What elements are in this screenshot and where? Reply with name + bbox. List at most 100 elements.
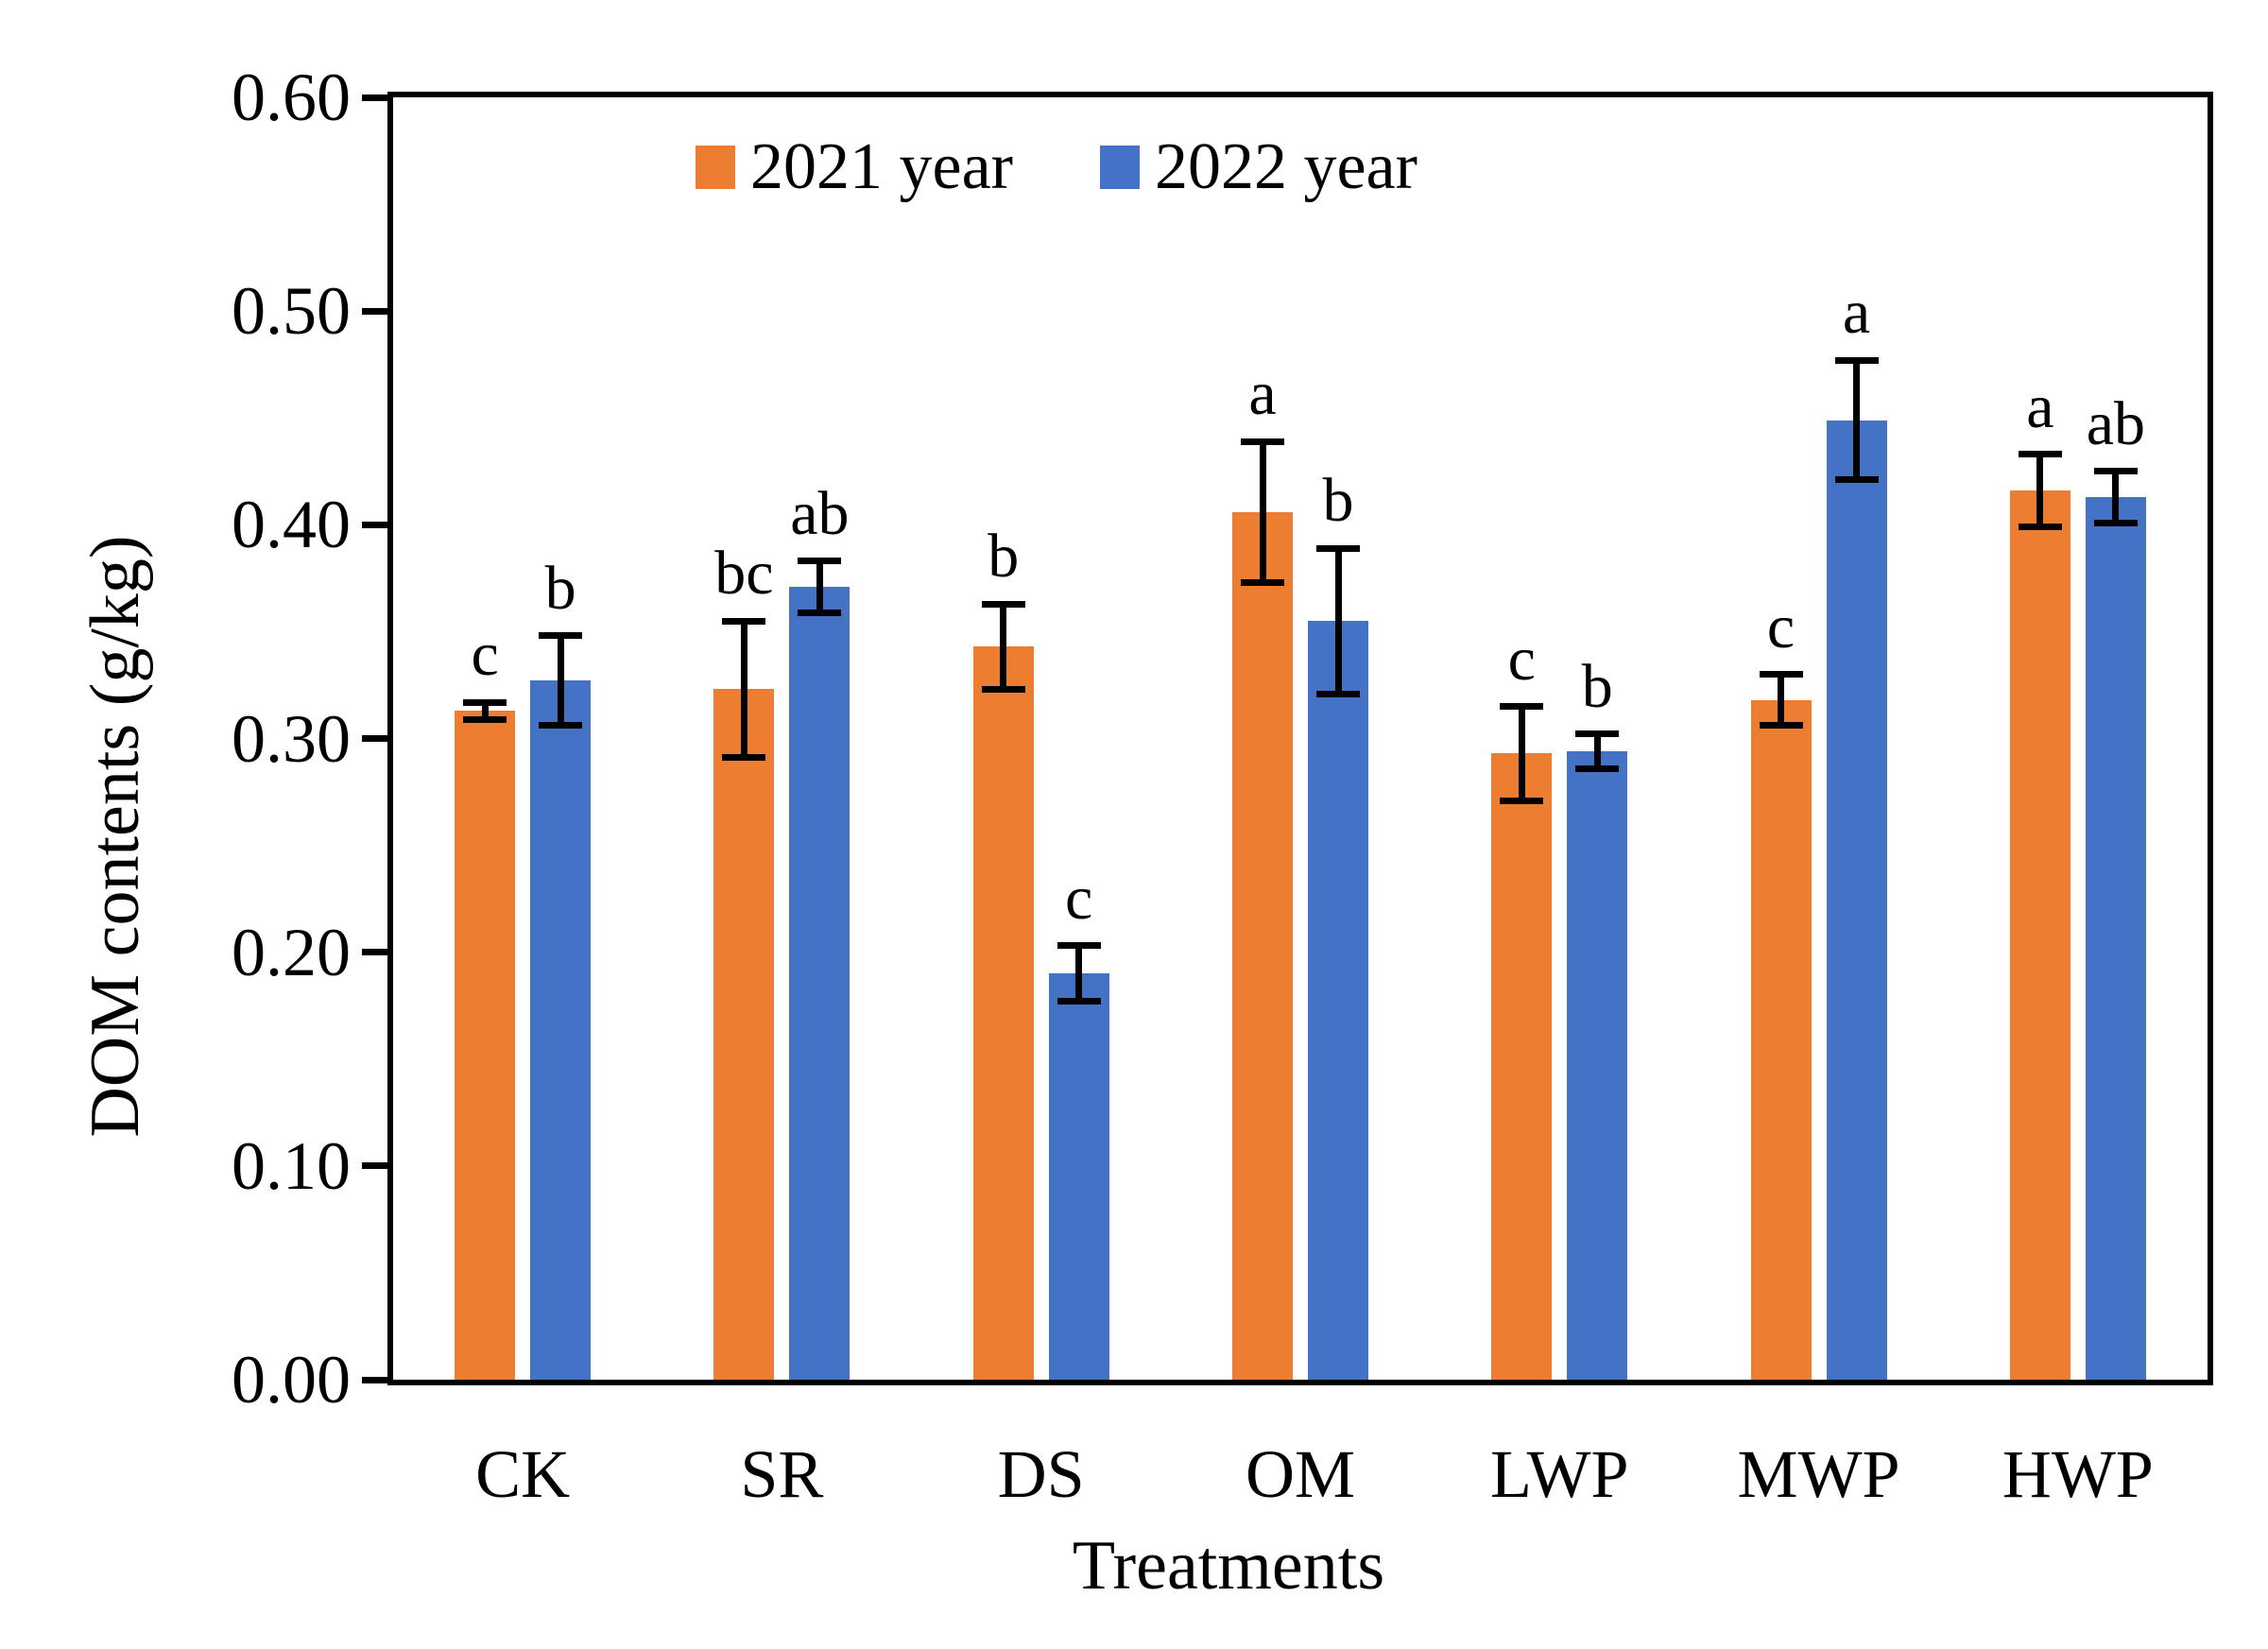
- x-category-label-HWP: HWP: [2002, 1436, 2154, 1512]
- error-bar-2022-MWP: [1853, 360, 1861, 480]
- x-category-label-DS: DS: [997, 1436, 1085, 1512]
- sig-letter-2021-SR: bc: [714, 539, 774, 609]
- error-cap-bottom-2021-MWP: [1759, 722, 1803, 730]
- error-bar-2022-CK: [557, 635, 564, 726]
- error-bar-2021-CK: [481, 702, 489, 720]
- error-bar-2022-OM: [1334, 548, 1342, 694]
- error-bar-2021-LWP: [1518, 706, 1525, 801]
- bar-2021-MWP: [1750, 699, 1812, 1380]
- legend-item-2021: 2021 year: [696, 131, 1013, 203]
- error-cap-top-2022-CK: [539, 632, 583, 640]
- bar-2022-MWP: [1826, 420, 1887, 1380]
- bar-2021-CK: [455, 711, 516, 1380]
- error-cap-bottom-2021-DS: [981, 685, 1025, 693]
- error-bar-2022-DS: [1075, 945, 1083, 1002]
- error-bar-2021-MWP: [1778, 674, 1785, 726]
- sig-letter-2022-HWP: ab: [2086, 388, 2145, 458]
- sig-letter-2021-LWP: c: [1507, 624, 1536, 694]
- bar-2021-SR: [713, 689, 775, 1380]
- bar-2022-HWP: [2085, 496, 2146, 1380]
- legend-label-2022: 2022 year: [1154, 130, 1418, 203]
- bar-2021-DS: [972, 646, 1034, 1380]
- sig-letter-2021-OM: a: [1248, 359, 1277, 429]
- error-bar-2022-LWP: [1593, 733, 1601, 769]
- error-cap-bottom-2022-LWP: [1575, 764, 1620, 772]
- error-cap-bottom-2022-OM: [1316, 690, 1360, 697]
- y-tick-0.10: [362, 1162, 387, 1170]
- error-bar-2021-SR: [740, 621, 747, 758]
- error-cap-bottom-2021-HWP: [2018, 524, 2062, 531]
- sig-letter-2021-MWP: c: [1766, 592, 1796, 661]
- y-tick-label-0.50: 0.50: [232, 273, 351, 350]
- error-cap-bottom-2022-CK: [539, 722, 583, 730]
- y-tick-0.40: [362, 521, 387, 528]
- error-cap-top-2022-HWP: [2093, 468, 2138, 475]
- error-cap-top-2021-CK: [463, 698, 507, 706]
- y-tick-0.20: [362, 949, 387, 956]
- bar-2022-LWP: [1567, 751, 1628, 1380]
- error-cap-top-2022-LWP: [1575, 730, 1620, 738]
- legend-swatch-2021: [696, 146, 735, 189]
- legend: 2021 year 2022 year: [696, 131, 1418, 203]
- plot-inner: 2021 year 2022 year 0.00 0.10 0.20 0.30 0.40 0…: [232, 61, 2208, 1512]
- legend-item-2022: 2022 year: [1099, 130, 1418, 203]
- x-axis-title: Treatments: [1072, 1527, 1385, 1605]
- error-cap-bottom-2021-OM: [1241, 578, 1284, 586]
- sig-letter-2022-MWP: a: [1842, 278, 1871, 348]
- bar-2021-HWP: [2009, 490, 2070, 1380]
- error-cap-bottom-2022-SR: [798, 609, 842, 616]
- bar-2022-CK: [530, 680, 592, 1380]
- legend-swatch-2022: [1099, 146, 1140, 189]
- error-cap-top-2021-OM: [1241, 438, 1284, 445]
- y-axis-title: DOM contents (g/kg): [77, 535, 154, 1138]
- error-cap-top-2021-MWP: [1759, 671, 1803, 678]
- x-category-label-OM: OM: [1245, 1436, 1355, 1512]
- x-category-label-CK: CK: [475, 1436, 571, 1512]
- error-cap-top-2021-SR: [722, 617, 766, 625]
- y-tick-label-0.40: 0.40: [232, 487, 351, 563]
- error-cap-top-2022-SR: [798, 558, 842, 565]
- error-bar-2021-OM: [1259, 441, 1266, 583]
- bar-2022-SR: [789, 586, 850, 1380]
- sig-letter-2022-CK: b: [544, 553, 576, 623]
- error-cap-top-2021-LWP: [1500, 703, 1544, 711]
- error-cap-top-2022-MWP: [1834, 356, 1879, 364]
- error-cap-bottom-2022-MWP: [1834, 476, 1879, 484]
- sig-letter-2022-SR: ab: [790, 478, 850, 548]
- error-bar-2022-HWP: [2112, 471, 2120, 524]
- y-tick-label-0.00: 0.00: [232, 1342, 351, 1417]
- sig-letter-2022-LWP: b: [1581, 651, 1613, 721]
- error-cap-bottom-2021-CK: [463, 715, 507, 723]
- x-category-label-SR: SR: [740, 1436, 824, 1512]
- error-cap-bottom-2021-LWP: [1500, 797, 1544, 804]
- y-tick-label-0.30: 0.30: [232, 700, 351, 777]
- error-cap-bottom-2022-DS: [1057, 998, 1101, 1005]
- sig-letter-2021-HWP: a: [2026, 371, 2054, 441]
- y-tick-0.30: [362, 735, 387, 742]
- error-bar-2021-DS: [1000, 604, 1007, 690]
- y-tick-label-0.60: 0.60: [232, 60, 351, 135]
- bar-2022-DS: [1048, 973, 1109, 1380]
- sig-letter-2022-OM: b: [1322, 466, 1354, 536]
- error-cap-top-2022-OM: [1316, 544, 1360, 552]
- bar-2021-OM: [1232, 511, 1293, 1380]
- legend-label-2021: 2021 year: [750, 130, 1013, 203]
- error-bar-2021-HWP: [2036, 454, 2044, 527]
- bar-2022-OM: [1308, 621, 1368, 1380]
- error-cap-top-2021-HWP: [2018, 451, 2062, 458]
- y-tick-0.50: [362, 307, 387, 315]
- error-cap-top-2022-DS: [1057, 942, 1101, 950]
- y-tick-label-0.20: 0.20: [232, 914, 351, 990]
- error-cap-bottom-2021-SR: [722, 754, 766, 762]
- y-tick-0.00: [362, 1376, 387, 1383]
- error-bar-2022-SR: [816, 560, 823, 613]
- sig-letter-2021-DS: b: [988, 522, 1020, 591]
- y-tick-label-0.10: 0.10: [232, 1127, 351, 1204]
- sig-letter-2022-DS: c: [1065, 863, 1093, 933]
- bar-2021-LWP: [1491, 753, 1553, 1380]
- x-category-label-MWP: MWP: [1737, 1436, 1900, 1512]
- error-cap-top-2021-DS: [981, 600, 1025, 608]
- sig-letter-2021-CK: c: [471, 620, 499, 690]
- x-category-label-LWP: LWP: [1489, 1436, 1629, 1512]
